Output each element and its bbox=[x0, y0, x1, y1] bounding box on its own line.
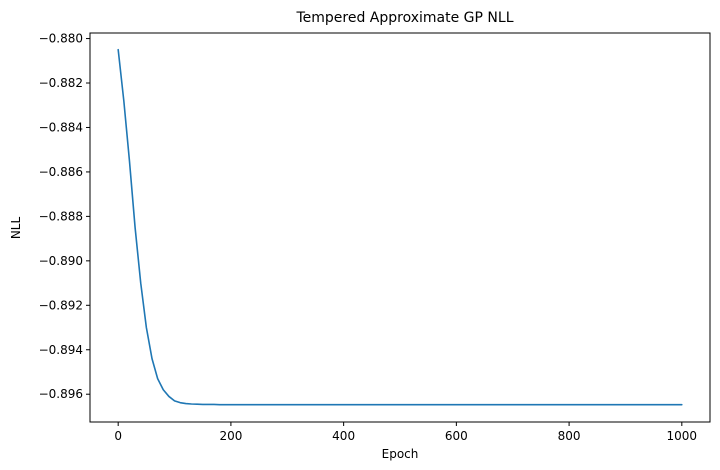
y-axis-ticks: −0.880 −0.882 −0.884 −0.886 −0.888 −0.890 −0.8… bbox=[39, 32, 90, 401]
x-tick-label: 200 bbox=[219, 429, 242, 443]
x-tick-label: 600 bbox=[445, 429, 468, 443]
plot-frame bbox=[89, 32, 711, 423]
y-tick-label: −0.884 bbox=[39, 120, 83, 134]
y-tick-label: −0.880 bbox=[39, 32, 83, 46]
y-tick-label: −0.890 bbox=[39, 254, 83, 268]
y-tick-label: −0.892 bbox=[39, 298, 83, 312]
plot-area: 0 200 400 600 800 1000 −0.880−0.882−0.884−0.8… bbox=[39, 32, 711, 443]
y-tick-label: −0.894 bbox=[39, 343, 83, 357]
series-line-0 bbox=[117, 48, 683, 406]
y-axis-label: NLL bbox=[9, 217, 23, 240]
series-layer bbox=[117, 48, 683, 406]
chart-title: Tempered Approximate GP NLL bbox=[295, 10, 513, 26]
x-axis-label: Epoch bbox=[382, 447, 419, 461]
x-axis-ticks: 0 200 400 600 800 1000 bbox=[114, 422, 697, 443]
x-tick-label: 800 bbox=[558, 429, 581, 443]
x-tick-label: 400 bbox=[332, 429, 355, 443]
x-tick-label: 1000 bbox=[667, 429, 698, 443]
y-tick-label: −0.886 bbox=[39, 165, 83, 179]
y-tick-label: −0.882 bbox=[39, 76, 83, 90]
y-tick-label: −0.896 bbox=[39, 387, 83, 401]
x-tick-label: 0 bbox=[114, 429, 122, 443]
y-tick-label: −0.888 bbox=[39, 209, 83, 223]
